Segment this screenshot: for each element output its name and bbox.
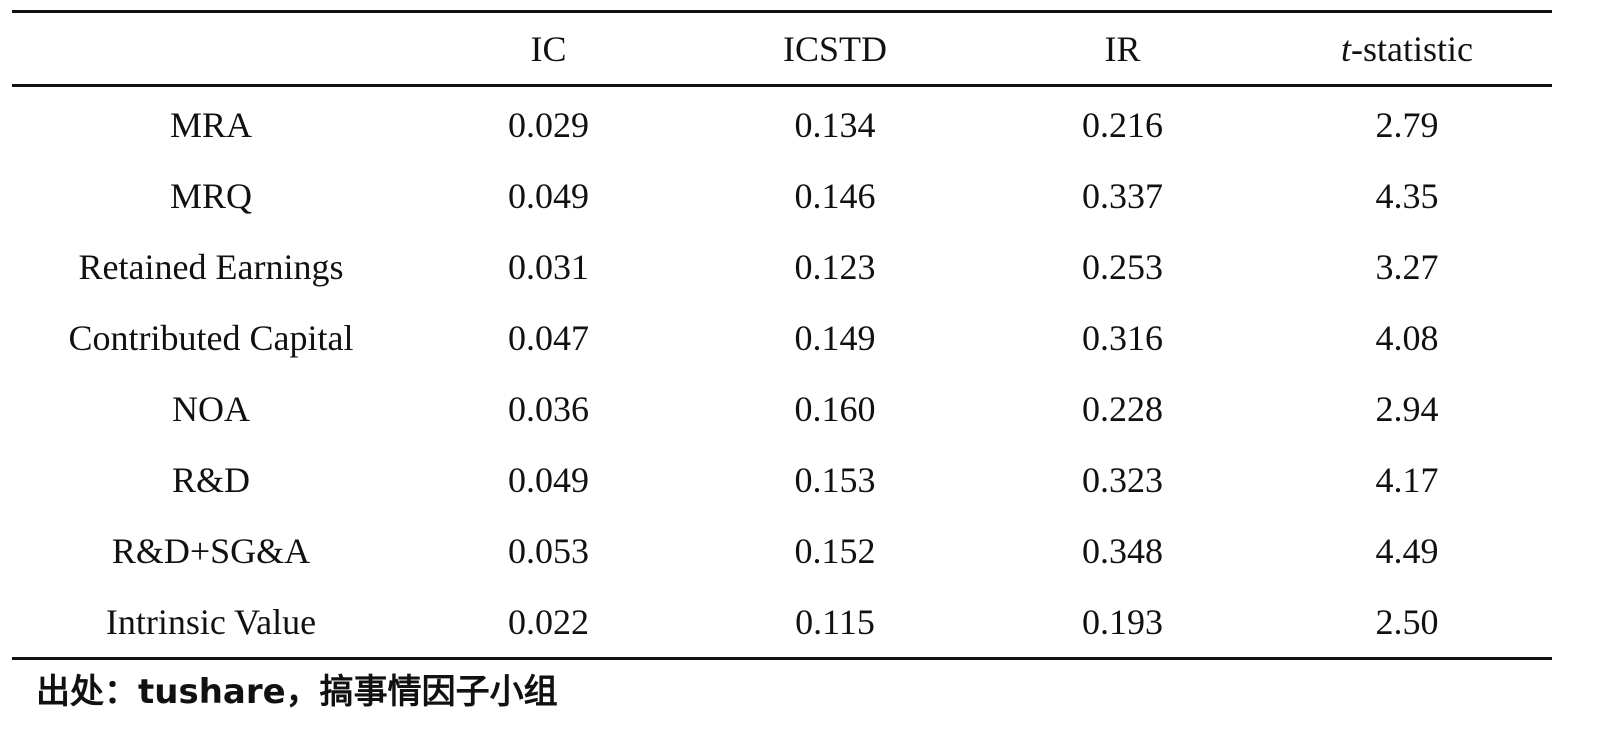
cell-ir: 0.337 (1082, 175, 1163, 216)
table-row: R&D+SG&A 0.053 0.152 0.348 4.49 (12, 515, 1552, 586)
cell-ic: 0.036 (508, 388, 589, 429)
table-row: MRA 0.029 0.134 0.216 2.79 (12, 86, 1552, 161)
table-header: IC ICSTD IR t-statistic (12, 11, 1552, 86)
cell-ir: 0.193 (1082, 601, 1163, 642)
row-label: MRA (169, 104, 253, 145)
cell-icstd: 0.115 (795, 601, 875, 642)
cell-t-statistic: 2.94 (1375, 388, 1439, 429)
cell-icstd: 0.152 (794, 530, 876, 571)
header-t-suffix: -statistic (1351, 28, 1473, 69)
cell-t-statistic: 3.27 (1375, 246, 1439, 287)
table-row: Intrinsic Value 0.022 0.115 0.193 2.50 (12, 586, 1552, 659)
table-row: R&D 0.049 0.153 0.323 4.17 (12, 444, 1552, 515)
cell-ic: 0.031 (508, 246, 589, 287)
cell-t-statistic: 4.35 (1375, 175, 1439, 216)
header-t-statistic: t-statistic (1262, 12, 1552, 86)
table-row: Retained Earnings 0.031 0.123 0.253 3.27 (12, 231, 1552, 302)
cell-t-statistic: 2.79 (1375, 104, 1439, 145)
cell-ic: 0.029 (508, 104, 589, 145)
cell-icstd: 0.149 (794, 317, 876, 358)
cell-ic: 0.049 (508, 459, 589, 500)
header-row: IC ICSTD IR t-statistic (12, 11, 1552, 86)
table-row: MRQ 0.049 0.146 0.337 4.35 (12, 160, 1552, 231)
cell-icstd: 0.146 (794, 175, 876, 216)
cell-t-statistic: 2.50 (1375, 601, 1439, 642)
cell-ir: 0.323 (1082, 459, 1163, 500)
cell-t-statistic: 4.08 (1375, 317, 1439, 358)
row-label: NOA (172, 388, 250, 429)
cell-ir: 0.228 (1082, 388, 1163, 429)
row-label: R&D (171, 459, 250, 500)
cell-ir: 0.253 (1082, 246, 1163, 287)
cell-icstd: 0.123 (794, 246, 876, 287)
factor-table: IC ICSTD IR t-statistic MRA 0.029 0.134 … (12, 10, 1552, 660)
table-row: NOA 0.036 0.160 0.228 2.94 (12, 373, 1552, 444)
cell-ir: 0.216 (1082, 104, 1163, 145)
cell-icstd: 0.160 (794, 388, 876, 429)
table-row: Contributed Capital 0.047 0.149 0.316 4.… (12, 302, 1552, 373)
row-label: Retained Earnings (78, 246, 344, 287)
row-label: Intrinsic Value (105, 601, 317, 642)
row-label: MRQ (169, 175, 253, 216)
header-ic: IC (530, 28, 567, 69)
cell-ir: 0.316 (1082, 317, 1163, 358)
cell-ic: 0.047 (508, 317, 589, 358)
header-icstd: ICSTD (782, 28, 887, 69)
factor-table-container: IC ICSTD IR t-statistic MRA 0.029 0.134 … (12, 10, 1552, 660)
table-body: MRA 0.029 0.134 0.216 2.79 MRQ 0.049 0.1… (12, 86, 1552, 659)
header-blank (12, 12, 410, 86)
cell-ir: 0.348 (1082, 530, 1163, 571)
header-ir: IR (1104, 28, 1141, 69)
cell-t-statistic: 4.49 (1375, 530, 1439, 571)
row-label: Contributed Capital (68, 317, 354, 358)
cell-icstd: 0.153 (794, 459, 876, 500)
row-label: R&D+SG&A (111, 530, 311, 571)
cell-ic: 0.049 (508, 175, 589, 216)
cell-t-statistic: 4.17 (1375, 459, 1439, 500)
header-t-prefix: t (1341, 28, 1352, 69)
cell-ic: 0.053 (508, 530, 589, 571)
source-note: 出处：tushare，搞事情因子小组 (36, 672, 558, 712)
cell-ic: 0.022 (508, 601, 589, 642)
cell-icstd: 0.134 (794, 104, 876, 145)
